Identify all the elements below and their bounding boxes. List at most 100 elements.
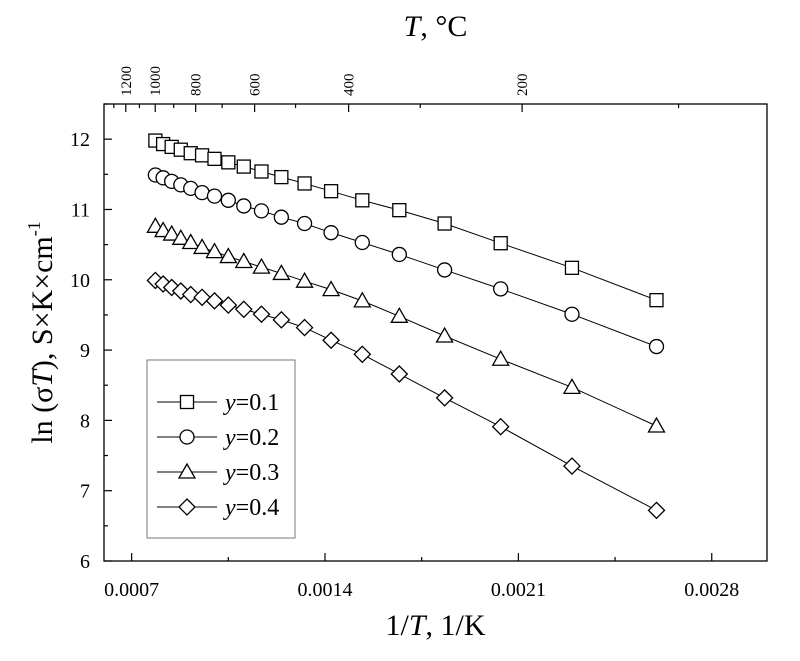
y-tick-label: 8 — [80, 410, 90, 432]
top-x-axis-title-part-2: , °C — [420, 10, 467, 43]
circle-point — [436, 262, 453, 278]
y-axis-title: ln (σT), S×K×cm-1 — [24, 221, 59, 444]
triangle-point — [234, 252, 253, 269]
top-tick-label: 600 — [248, 74, 264, 97]
diamond-point — [219, 296, 238, 314]
diamond-point — [272, 310, 291, 329]
x-axis-title-part-3: , 1/K — [426, 609, 486, 642]
legend-square-marker — [179, 394, 195, 410]
legend-label-value: =0.2 — [236, 425, 280, 451]
triangle-point — [390, 307, 409, 323]
series-square — [148, 133, 664, 308]
legend-label: y=0.3 — [223, 460, 279, 486]
square-point — [649, 293, 664, 308]
triangle-point — [205, 242, 224, 259]
legend-item: y=0.2 — [157, 425, 279, 451]
diamond-point — [234, 300, 253, 319]
series-diamond — [146, 271, 666, 520]
triangle-point — [181, 233, 200, 250]
triangle-point — [171, 228, 190, 245]
top-tick-label: 200 — [515, 74, 531, 97]
x-tick-label: 0.0007 — [104, 579, 159, 601]
circle-point — [220, 192, 236, 208]
circle-point — [648, 338, 665, 355]
square-point — [194, 148, 210, 163]
x-tick-label: 0.0021 — [491, 579, 546, 601]
top-tick-label: 800 — [189, 74, 205, 97]
series-circle — [147, 167, 665, 355]
triangle-point — [321, 280, 341, 297]
legend-item: y=0.4 — [157, 495, 279, 521]
square-point — [297, 176, 312, 191]
legend-triangle-marker — [177, 462, 197, 479]
legend-label-var: y — [223, 425, 236, 451]
legend-label-value: =0.3 — [236, 460, 280, 486]
diamond-point — [647, 501, 666, 520]
square-point — [493, 236, 508, 251]
square-point — [254, 164, 269, 179]
circle-point — [493, 281, 509, 297]
square-point — [564, 260, 580, 275]
triangle-point — [435, 326, 454, 343]
circle-point — [354, 234, 370, 251]
triangle-point — [295, 271, 314, 288]
y-tick-label: 11 — [71, 199, 90, 221]
square-point — [355, 193, 370, 208]
diamond-point — [435, 388, 454, 407]
square-point — [236, 159, 251, 174]
diamond-point — [353, 345, 372, 364]
square-point — [437, 216, 452, 231]
triangle-point — [219, 247, 238, 264]
x-axis-title-part-2: T — [409, 609, 428, 642]
circle-point — [206, 188, 223, 204]
legend-label: y=0.4 — [223, 495, 279, 521]
diamond-point — [322, 331, 340, 350]
square-point — [323, 184, 339, 199]
legend-label-value: =0.4 — [236, 495, 280, 521]
y-tick-label: 6 — [80, 551, 90, 573]
y-axis-title-part-2: T — [26, 368, 59, 387]
y-axis-title-exponent: -1 — [24, 221, 44, 236]
top-tick-label: 1000 — [148, 66, 164, 96]
x-tick-label: 0.0014 — [298, 579, 353, 601]
triangle-point — [647, 416, 666, 433]
triangle-point — [562, 378, 582, 394]
y-tick-label: 9 — [80, 340, 90, 362]
y-axis-title-part-1: ln (σ — [26, 387, 59, 444]
top-tick-label: 1200 — [119, 66, 135, 96]
triangle-point — [353, 291, 372, 308]
legend-label-var: y — [223, 390, 236, 416]
diamond-point — [563, 457, 581, 476]
series-triangle — [146, 217, 666, 433]
circle-point — [564, 306, 580, 322]
top-tick-label: 400 — [342, 74, 358, 97]
square-point — [274, 169, 289, 185]
circle-point — [194, 184, 210, 201]
top-x-axis: 1200 1000 800 600 400 200 — [113, 66, 680, 112]
bottom-x-axis: 0.0007 0.0014 0.0021 0.0028 — [104, 553, 739, 601]
square-point — [221, 155, 236, 170]
diamond-point — [295, 318, 314, 337]
circle-point — [253, 203, 270, 219]
y-axis-title-part-3: ), S×K×cm — [26, 236, 59, 370]
plot-frame — [103, 103, 768, 562]
circle-point — [236, 198, 252, 214]
left-y-axis: 6 7 8 9 10 11 12 — [70, 103, 112, 573]
legend-circle-marker — [179, 429, 195, 445]
legend-diamond-marker — [178, 498, 196, 516]
diamond-point — [491, 417, 510, 436]
circle-point — [391, 246, 407, 263]
x-tick-label: 0.0028 — [684, 579, 739, 601]
circle-point — [273, 209, 290, 225]
y-tick-label: 12 — [70, 129, 90, 151]
top-x-axis-title: T, °C — [404, 10, 468, 43]
square-point — [207, 151, 222, 166]
legend-label-var: y — [223, 495, 236, 521]
square-point — [392, 203, 407, 218]
triangle-point — [162, 224, 181, 241]
legend-label: y=0.1 — [223, 390, 279, 416]
legend-item: y=0.3 — [157, 460, 279, 486]
legend-box — [146, 359, 296, 539]
y-tick-label: 7 — [80, 481, 90, 503]
